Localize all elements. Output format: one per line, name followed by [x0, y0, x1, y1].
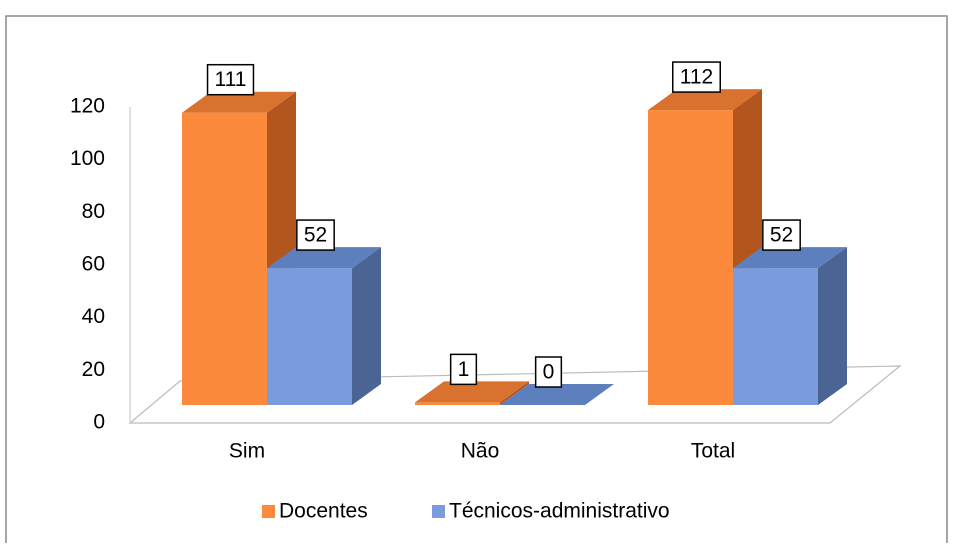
value-label: 0	[543, 361, 555, 384]
bar	[648, 110, 733, 406]
bar-top	[648, 89, 762, 111]
y-tick-label: 100	[70, 147, 105, 170]
y-tick-label: 120	[70, 95, 105, 118]
value-label-box	[534, 356, 563, 388]
bar-side	[818, 247, 847, 405]
bar	[267, 268, 352, 405]
legend-swatch	[262, 505, 275, 518]
value-label-box	[206, 63, 255, 96]
bar-top	[500, 384, 614, 405]
value-label: 112	[680, 66, 713, 89]
bar	[182, 112, 267, 405]
value-label-box	[449, 353, 478, 386]
legend-label: Docentes	[279, 500, 368, 523]
value-label: 111	[215, 68, 247, 91]
bar-top	[182, 91, 296, 113]
value-label: 52	[304, 224, 327, 247]
value-label: 1	[458, 358, 470, 381]
y-tick-label: 20	[82, 358, 105, 381]
bar-top	[733, 247, 847, 269]
y-tick-label: 80	[82, 200, 105, 223]
bar	[415, 402, 500, 405]
value-label-box	[762, 219, 801, 251]
bar-side	[500, 381, 529, 405]
x-tick-label: Sim	[229, 440, 265, 463]
y-tick-label: 60	[82, 253, 105, 276]
x-tick-label: Total	[691, 440, 735, 463]
bar	[733, 268, 818, 405]
value-label-box	[296, 219, 335, 251]
y-tick-label: 0	[93, 411, 105, 434]
value-label-box	[672, 61, 721, 93]
y-tick-label: 40	[82, 305, 105, 328]
bar-top	[267, 247, 381, 269]
value-label: 52	[770, 224, 793, 247]
x-tick-label: Não	[461, 440, 500, 463]
bar-side	[352, 247, 381, 405]
legend-label: Técnicos-administrativo	[449, 500, 670, 523]
legend-swatch	[432, 505, 445, 518]
bar-top	[415, 381, 529, 403]
